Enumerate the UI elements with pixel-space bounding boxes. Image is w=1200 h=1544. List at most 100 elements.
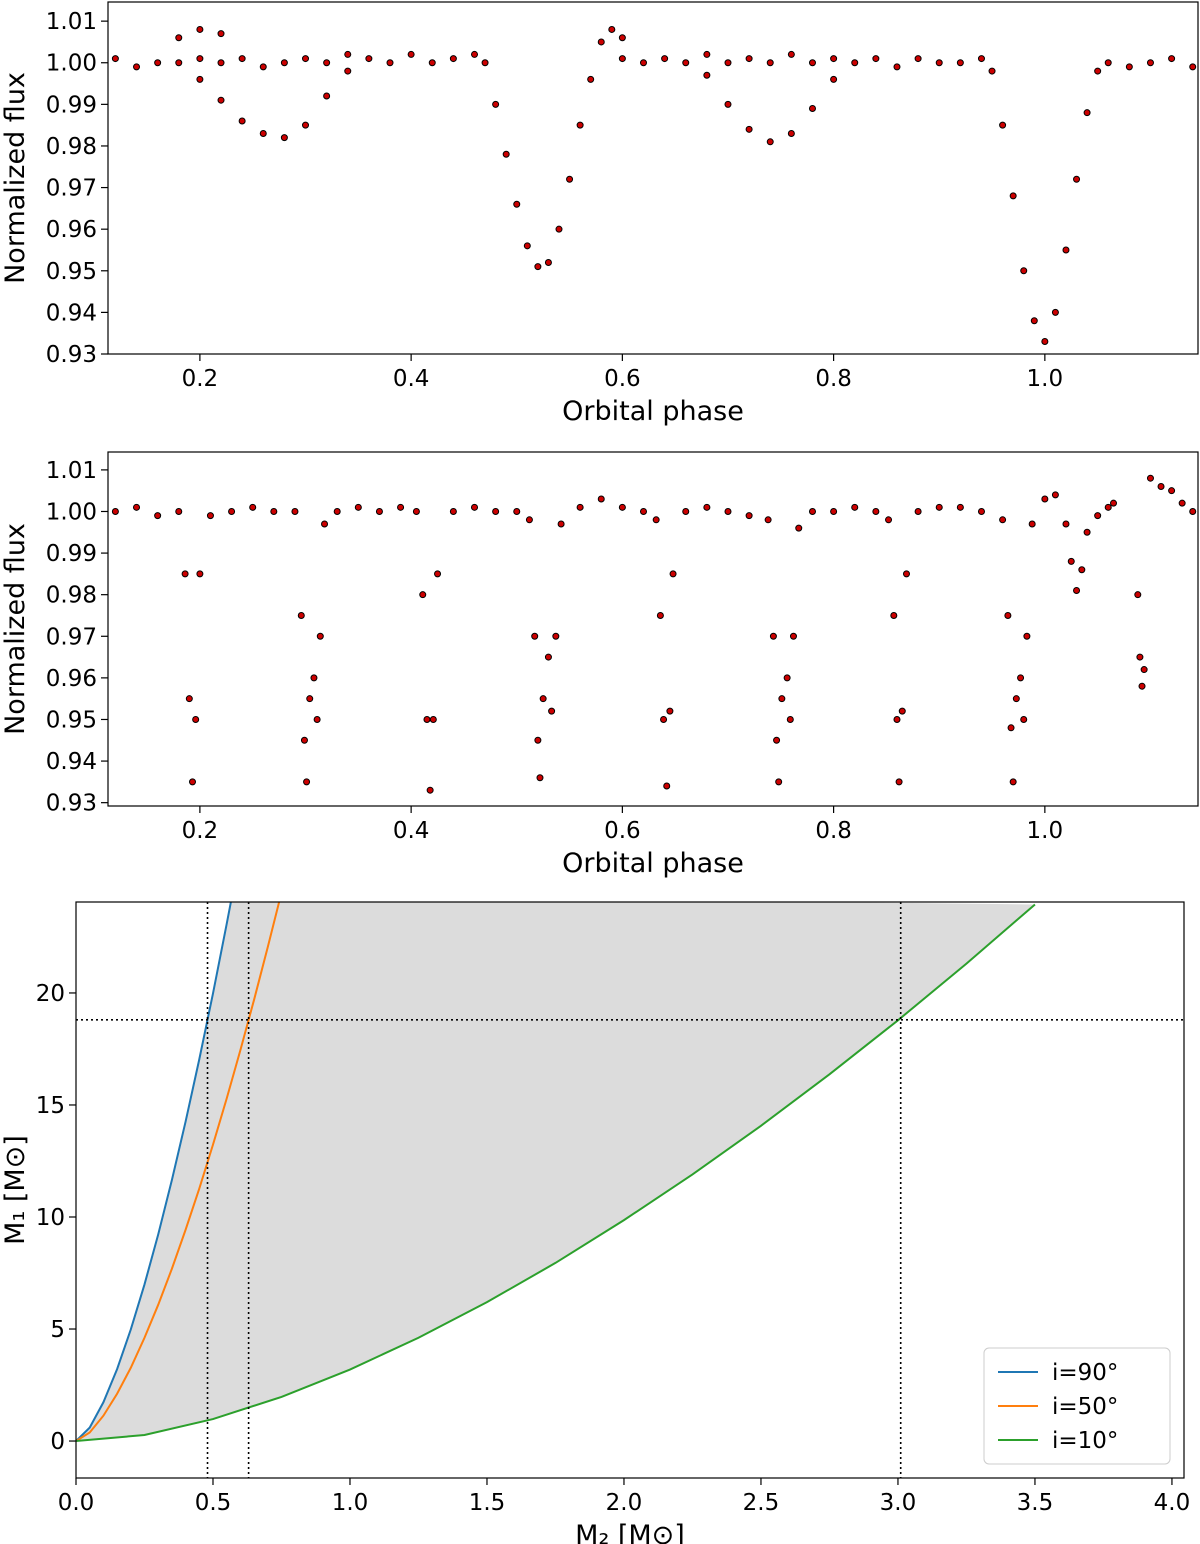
data-point [238, 55, 246, 63]
data-point [321, 520, 329, 528]
data-point [1083, 109, 1091, 117]
data-point [303, 778, 311, 786]
data-point [434, 570, 442, 578]
x-tick-label: 0.8 [815, 818, 852, 844]
y-tick-label: 0.98 [46, 583, 97, 609]
data-point [639, 59, 647, 67]
data-point [724, 59, 732, 67]
x-tick-label: 3.5 [1017, 1490, 1054, 1516]
data-point [1073, 587, 1081, 595]
y-tick-label: 1.01 [46, 9, 97, 35]
data-point [1073, 175, 1081, 183]
data-point [1041, 338, 1049, 346]
data-point [481, 59, 489, 67]
data-point [682, 59, 690, 67]
data-point [977, 507, 985, 515]
data-point [471, 50, 479, 58]
data-point [703, 50, 711, 58]
data-point [428, 59, 436, 67]
data-point [111, 507, 119, 515]
y-axis-label: Normalized flux [0, 72, 31, 284]
data-point [539, 695, 547, 703]
data-point [789, 632, 797, 640]
data-point [724, 507, 732, 515]
data-point [902, 570, 910, 578]
data-point [1023, 632, 1031, 640]
data-point [302, 121, 310, 129]
data-point [597, 495, 605, 503]
data-point [663, 782, 671, 790]
data-point [608, 25, 616, 33]
data-point [786, 715, 794, 723]
data-point [196, 75, 204, 83]
data-point [300, 736, 308, 744]
data-point [885, 516, 893, 524]
data-point [1028, 520, 1036, 528]
data-point [259, 129, 267, 137]
data-point [999, 516, 1007, 524]
y-tick-label: 1.00 [46, 51, 97, 77]
data-point [661, 55, 669, 63]
curve [76, 902, 232, 1442]
y-tick-label: 0 [50, 1429, 65, 1455]
data-point [775, 778, 783, 786]
data-point [808, 59, 816, 67]
data-point [302, 55, 310, 63]
data-point [548, 707, 556, 715]
data-point [1012, 695, 1020, 703]
plot-area [76, 902, 1184, 1478]
data-point [830, 507, 838, 515]
data-point [306, 695, 314, 703]
data-point [895, 778, 903, 786]
data-point [175, 59, 183, 67]
data-point [1134, 591, 1142, 599]
data-point [419, 591, 427, 599]
data-point [217, 96, 225, 104]
data-point [513, 507, 521, 515]
curve [76, 903, 1036, 1443]
data-point [795, 524, 803, 532]
data-point [185, 695, 193, 703]
data-point [188, 778, 196, 786]
data-point [449, 55, 457, 63]
data-point [766, 59, 774, 67]
data-point [429, 715, 437, 723]
data-point [893, 63, 901, 71]
data-point [724, 100, 732, 108]
data-point [660, 715, 668, 723]
data-point [206, 512, 214, 520]
data-point [291, 507, 299, 515]
data-point [1041, 495, 1049, 503]
y-tick-label: 0.99 [46, 541, 97, 567]
data-point [914, 55, 922, 63]
data-point [745, 55, 753, 63]
data-point [534, 736, 542, 744]
data-point [999, 121, 1007, 129]
data-point [1094, 67, 1102, 75]
data-point [344, 67, 352, 75]
data-point [914, 507, 922, 515]
data-point [618, 34, 626, 42]
data-point [1030, 317, 1038, 325]
data-point [1004, 611, 1012, 619]
data-point [872, 55, 880, 63]
data-point [1062, 246, 1070, 254]
data-point [154, 512, 162, 520]
data-point [1168, 487, 1176, 495]
legend-box [983, 1347, 1171, 1465]
data-point [513, 200, 521, 208]
data-point [196, 570, 204, 578]
data-point [531, 632, 539, 640]
data-point [935, 503, 943, 511]
data-point [1062, 520, 1070, 528]
shaded-region [76, 902, 1035, 1442]
data-point [386, 59, 394, 67]
data-point [566, 175, 574, 183]
data-point [525, 516, 533, 524]
data-point [544, 258, 552, 266]
data-point [270, 507, 278, 515]
y-tick-label: 0.96 [46, 666, 97, 692]
data-point [783, 674, 791, 682]
data-point [313, 715, 321, 723]
